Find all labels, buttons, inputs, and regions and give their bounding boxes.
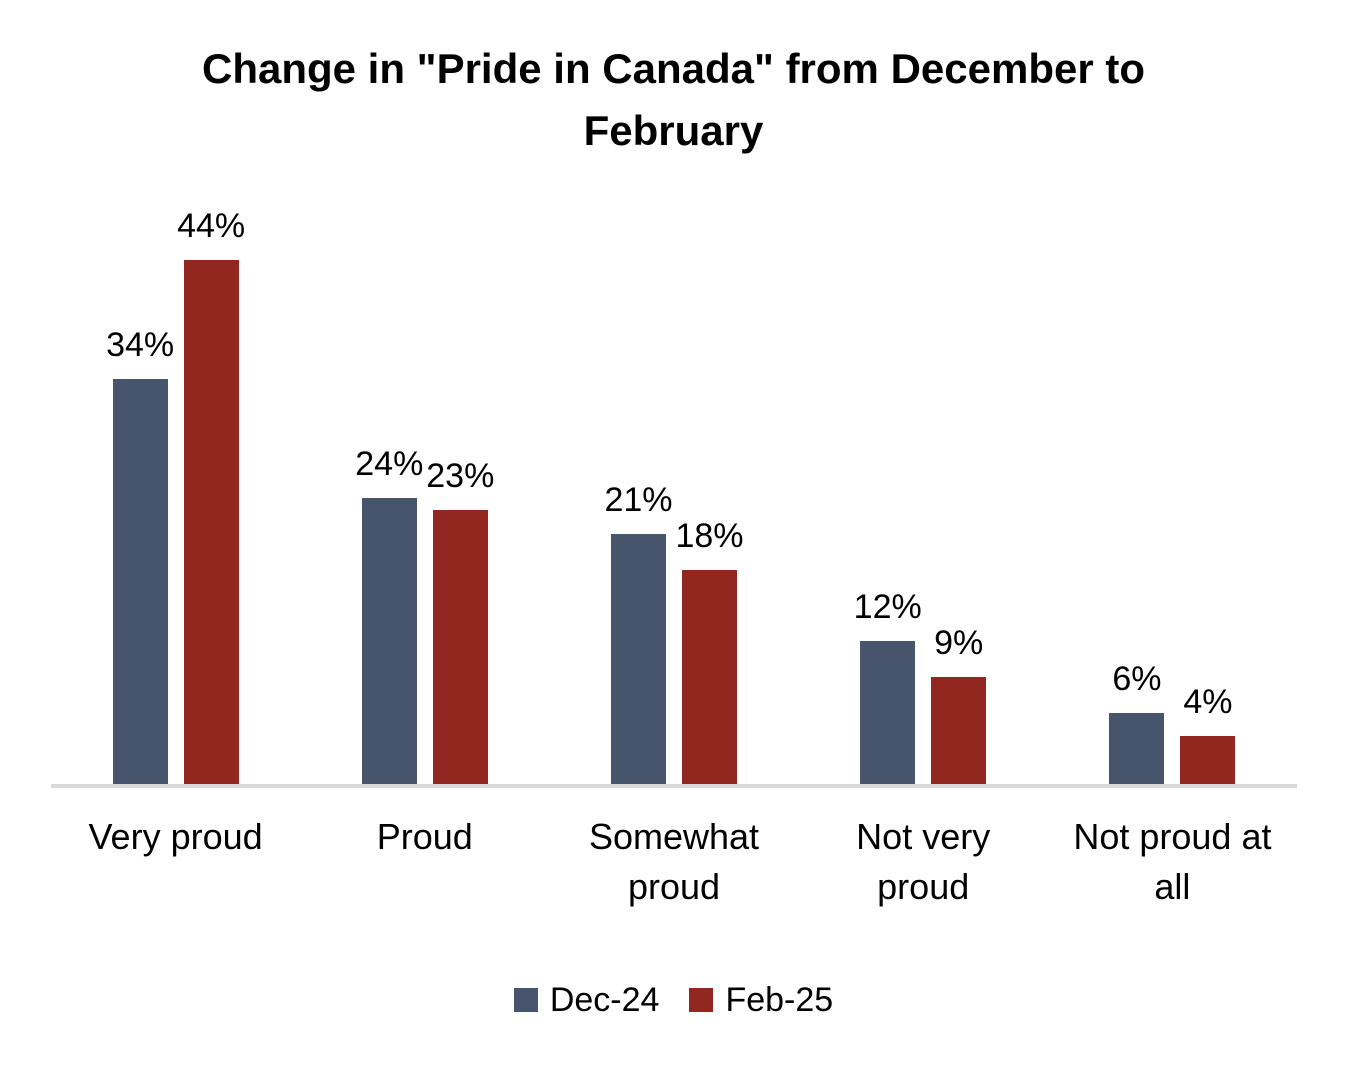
bar-value-label: 21% bbox=[604, 481, 673, 519]
x-axis-line bbox=[51, 784, 1297, 788]
bar-column: 9% bbox=[931, 623, 987, 784]
bar bbox=[183, 260, 239, 784]
legend-item: Dec-24 bbox=[513, 980, 660, 1020]
bar-group: 24% 23% bbox=[300, 188, 549, 784]
legend-item: Feb-25 bbox=[689, 980, 833, 1020]
bar-value-label: 23% bbox=[426, 457, 495, 495]
bar bbox=[860, 641, 916, 784]
bar-column: 44% bbox=[177, 206, 245, 784]
bar-value-label: 18% bbox=[675, 517, 744, 555]
category-cell: Not very proud bbox=[799, 812, 1048, 912]
legend: Dec-24 Feb-25 bbox=[0, 975, 1347, 1025]
category-cell: Not proud at all bbox=[1048, 812, 1297, 912]
bar-column: 24% bbox=[355, 444, 423, 784]
legend-swatch-icon bbox=[513, 988, 538, 1012]
chart-title-line-2: February bbox=[583, 107, 764, 154]
bar bbox=[682, 570, 737, 784]
bar-value-label: 12% bbox=[853, 588, 922, 626]
bar bbox=[1109, 713, 1165, 784]
bar-column: 6% bbox=[1109, 659, 1165, 784]
legend-label: Feb-25 bbox=[725, 981, 834, 1019]
bar-column: 34% bbox=[106, 325, 174, 784]
x-axis-labels: Very proud Proud Somewhat proud Not very pr… bbox=[51, 812, 1297, 912]
bar-value-label: 6% bbox=[1112, 660, 1162, 698]
bar-column: 23% bbox=[426, 456, 494, 784]
bar-group: 34% 44% bbox=[51, 188, 300, 784]
bar-column: 12% bbox=[854, 587, 922, 784]
category-label: Very proud bbox=[88, 816, 263, 857]
bar-column: 21% bbox=[604, 480, 673, 784]
chart-title-line-1: Change in "Pride in Canada" from Decembe… bbox=[201, 45, 1145, 92]
legend-swatch-icon bbox=[689, 988, 714, 1012]
category-cell: Proud bbox=[300, 812, 549, 912]
bar-value-label: 44% bbox=[177, 207, 246, 245]
bar-column: 4% bbox=[1180, 682, 1236, 784]
bar-value-label: 4% bbox=[1183, 683, 1233, 721]
bar bbox=[112, 379, 168, 784]
bar bbox=[432, 510, 488, 784]
bar bbox=[1180, 736, 1236, 784]
bar-value-label: 9% bbox=[934, 624, 984, 662]
category-cell: Very proud bbox=[51, 812, 300, 912]
plot-area: 34% 44% 24% 23% 21% 18% 12% 9% 6% 4% bbox=[51, 188, 1297, 784]
bar bbox=[361, 498, 417, 784]
category-cell: Somewhat proud bbox=[549, 812, 798, 912]
category-label: Proud bbox=[376, 816, 473, 857]
bar bbox=[611, 534, 666, 784]
category-label: Not proud at all bbox=[1073, 816, 1272, 907]
bar bbox=[931, 677, 987, 784]
chart-title: Change in "Pride in Canada" from Decembe… bbox=[0, 38, 1347, 162]
bar-group: 12% 9% bbox=[799, 188, 1048, 784]
bar-value-label: 34% bbox=[106, 326, 175, 364]
bar-group: 6% 4% bbox=[1048, 188, 1297, 784]
category-label: Not very proud bbox=[856, 816, 991, 907]
bar-value-label: 24% bbox=[355, 445, 424, 483]
legend-label: Dec-24 bbox=[549, 981, 660, 1019]
bar-column: 18% bbox=[675, 516, 744, 784]
bar-group: 21% 18% bbox=[549, 188, 798, 784]
category-label: Somewhat proud bbox=[588, 816, 760, 907]
